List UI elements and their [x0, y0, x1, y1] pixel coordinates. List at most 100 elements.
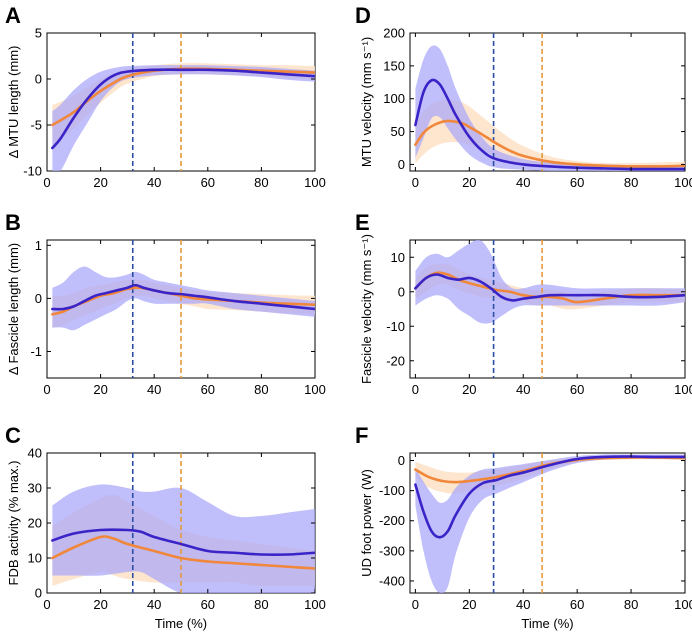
panel-a-x-tick-label: 40: [147, 175, 161, 190]
panel-f-letter: F: [355, 423, 368, 448]
panel-d-plot-content: [414, 33, 685, 171]
panel-d-x-tick-label: 0: [412, 175, 419, 190]
panel-b-y-axis-label: Δ Fascicle length (mm): [6, 243, 21, 375]
panel-a-orange-band: [52, 63, 315, 146]
panel-b-blue-band: [52, 266, 315, 331]
panel-e-blue-band: [415, 240, 685, 324]
panel-a-plot-content: [51, 33, 315, 171]
panel-e-y-tick-label: 0: [398, 284, 405, 299]
panel-d-axes: 0 20 40 60 80 100 0 50 100 150 200: [383, 26, 692, 191]
panel-e-y-tick-label: -10: [386, 319, 405, 334]
panel-f-x-tick-label: 60: [570, 597, 584, 612]
panel-e-x-tick-label: 20: [462, 382, 476, 397]
panel-c-plot-content: [51, 453, 315, 593]
panel-f-x-axis-label: Time (%): [521, 616, 573, 631]
panel-c-blue-band: [52, 484, 315, 593]
panel-f-y-tick-label: 0: [398, 453, 405, 468]
panel-e-x-tick-label: 0: [412, 382, 419, 397]
panel-c-x-tick-label: 100: [304, 597, 326, 612]
panel-f-blue-band: [415, 454, 685, 593]
panel-a-x-tick-label: 60: [201, 175, 215, 190]
panel-b-blue-mean-line: [51, 283, 315, 311]
panel-d-x-tick-label: 80: [624, 175, 638, 190]
panel-e-plot-content: [414, 240, 685, 378]
panel-d-y-tick-label: 50: [391, 124, 405, 139]
panel-d-y-tick-label: 0: [398, 157, 405, 172]
panel-b-x-tick-label: 60: [201, 382, 215, 397]
panel-c-axes: 0 20 40 60 80 100 0 10 20 30 40: [28, 446, 326, 613]
panel-d-blue-mean-line: [414, 78, 685, 171]
panel-b-letter: B: [5, 210, 21, 235]
panel-b-x-tick-label: 0: [43, 382, 50, 397]
panel-f-x-tick-label: 20: [462, 597, 476, 612]
panel-e-y-tick-label: -20: [386, 353, 405, 368]
panel-f-x-tick-label: 80: [624, 597, 638, 612]
panel-f-y-axis-label: UD foot power (W): [359, 469, 374, 577]
panel-a-blue-mean-line: [51, 68, 315, 150]
panel-f-x-tick-label: 100: [674, 597, 692, 612]
panel-b: 0 20 40 60 80 100 -1 0 1 Δ Fascicle length (mm) B: [5, 210, 326, 397]
panel-f-x-tick-label: 40: [516, 597, 530, 612]
panel-a-axes: 0 20 40 60 80 100 -10 -5 0 5: [23, 26, 326, 191]
panel-c-y-tick-label: 10: [28, 551, 42, 566]
panel-f-blue-mean-line: [414, 455, 685, 539]
panel-f: 0 20 40 60 80 100 -400 -300 -200 -100 0 UD foot pow…: [355, 423, 692, 631]
panel-f-y-tick-label: -300: [379, 543, 405, 558]
panel-d-y-tick-label: 100: [383, 91, 405, 106]
panel-e-x-tick-label: 80: [624, 382, 638, 397]
panel-c-orange-mean-line: [51, 535, 315, 570]
panel-e: 0 20 40 60 80 100 -20 -10 0 10 Fascicle velocity (…: [355, 210, 692, 397]
panel-c: 0 20 40 60 80 100 0 10 20 30 40 FDB activity (% max…: [5, 423, 326, 631]
panel-a-x-tick-label: 80: [254, 175, 268, 190]
panel-f-x-tick-label: 0: [412, 597, 419, 612]
panel-e-x-tick-label: 40: [516, 382, 530, 397]
panel-d-y-tick-label: 150: [383, 58, 405, 73]
panel-b-plot-content: [51, 240, 315, 378]
panel-e-y-tick-label: 10: [391, 250, 405, 265]
panel-a-x-tick-label: 20: [93, 175, 107, 190]
panel-e-x-tick-label: 100: [674, 382, 692, 397]
panel-a-x-tick-label: 100: [304, 175, 326, 190]
panel-e-x-tick-label: 60: [570, 382, 584, 397]
panel-c-y-tick-label: 40: [28, 446, 42, 461]
panel-c-x-tick-label: 0: [43, 597, 50, 612]
panel-c-letter: C: [5, 423, 21, 448]
panel-c-y-tick-label: 30: [28, 481, 42, 496]
panel-c-x-axis-label: Time (%): [155, 616, 207, 631]
panel-e-orange-mean-line: [414, 271, 685, 304]
panel-b-x-tick-label: 20: [93, 382, 107, 397]
panel-b-axes: 0 20 40 60 80 100 -1 0 1: [30, 238, 325, 397]
panel-a-y-tick-label: -5: [30, 118, 42, 133]
panel-c-blue-mean-line: [51, 528, 315, 557]
panel-d-letter: D: [355, 3, 371, 28]
panel-e-letter: E: [355, 210, 370, 235]
panel-c-x-tick-label: 20: [93, 597, 107, 612]
panel-f-y-tick-label: -200: [379, 513, 405, 528]
panel-c-y-axis-label: FDB activity (% max.): [6, 461, 21, 586]
panel-d-x-tick-label: 20: [462, 175, 476, 190]
panel-d-x-tick-label: 100: [674, 175, 692, 190]
panel-d: 0 20 40 60 80 100 0 50 100 150 200 MTU velocity (mm…: [355, 3, 692, 190]
panel-a-y-tick-label: -10: [23, 164, 42, 179]
panel-c-y-tick-label: 20: [28, 516, 42, 531]
panel-d-y-tick-label: 200: [383, 26, 405, 41]
panel-f-y-tick-label: -100: [379, 483, 405, 498]
panel-c-x-tick-label: 80: [254, 597, 268, 612]
panel-d-x-tick-label: 60: [570, 175, 584, 190]
panel-a: 0 20 40 60 80 100 -10 -5 0 5 Δ MTU length (mm) A: [5, 3, 326, 190]
panel-e-blue-mean-line: [414, 273, 685, 302]
panel-e-axes: 0 20 40 60 80 100 -20 -10 0 10: [386, 240, 692, 397]
panel-b-y-tick-label: 0: [35, 291, 42, 306]
panel-d-y-axis-label: MTU velocity (mm s⁻¹): [359, 37, 374, 167]
panel-a-y-tick-label: 5: [35, 26, 42, 41]
panel-b-x-tick-label: 40: [147, 382, 161, 397]
panel-a-y-tick-label: 0: [35, 72, 42, 87]
panel-c-x-tick-label: 40: [147, 597, 161, 612]
panel-f-y-tick-label: -400: [379, 573, 405, 588]
panel-a-letter: A: [5, 3, 21, 28]
panel-e-y-axis-label: Fascicle velocity (mm s⁻¹): [359, 234, 374, 384]
panel-d-orange-mean-line: [414, 119, 685, 168]
panel-b-y-tick-label: 1: [35, 238, 42, 253]
panel-b-y-tick-label: -1: [30, 344, 42, 359]
